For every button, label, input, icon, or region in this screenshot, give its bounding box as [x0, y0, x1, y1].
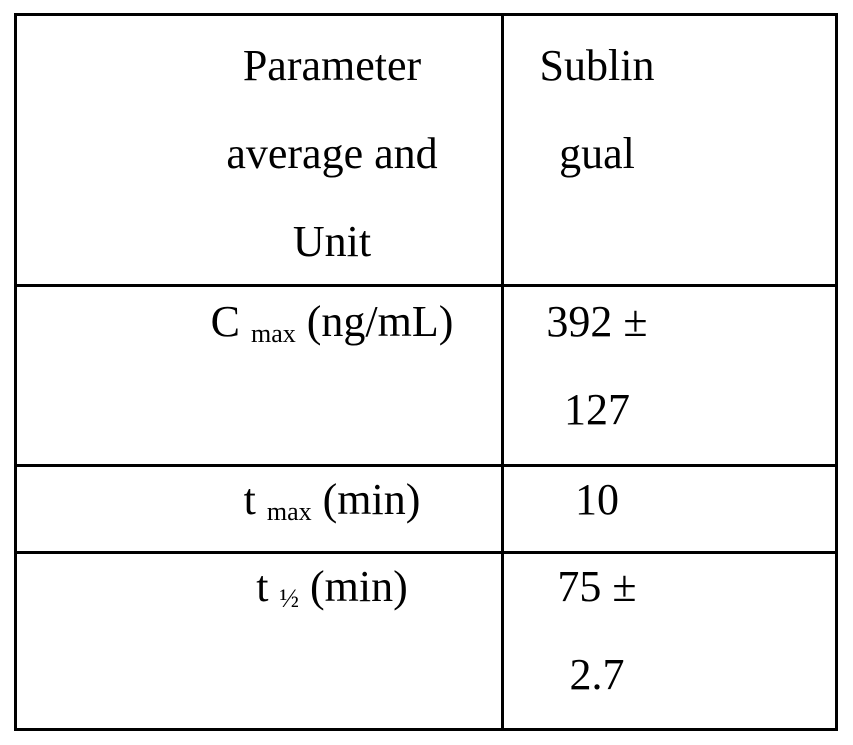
header-cell: Sublingual	[477, 22, 717, 198]
value-text: 10	[477, 456, 717, 544]
value-text: 75 ±	[477, 543, 717, 631]
value-text: 2.7	[477, 631, 717, 719]
parameter-subscript: max	[267, 497, 312, 526]
header-cell: Parameteraverage andUnit	[162, 22, 502, 286]
parameter-subscript: max	[251, 319, 296, 348]
value-text: 127	[477, 366, 717, 454]
parameter-cell: t ½ (min)	[162, 543, 502, 643]
value-text: 392 ±	[477, 278, 717, 366]
parameter-text: t max (min)	[162, 456, 502, 556]
header-text: Parameter	[162, 22, 502, 110]
parameter-text: C max (ng/mL)	[162, 278, 502, 378]
header-text: Unit	[162, 198, 502, 286]
parameter-subscript: ½	[279, 584, 299, 613]
table: Parameteraverage andUnitSublingualC max …	[14, 13, 838, 731]
value-cell: 75 ±2.7	[477, 543, 717, 719]
parameter-cell: t max (min)	[162, 456, 502, 556]
value-cell: 392 ±127	[477, 278, 717, 454]
parameter-text: t ½ (min)	[162, 543, 502, 643]
parameter-unit: (ng/mL)	[307, 297, 454, 346]
parameter-unit: (min)	[310, 562, 408, 611]
parameter-symbol: t	[256, 562, 268, 611]
parameter-symbol: t	[244, 475, 256, 524]
parameter-unit: (min)	[323, 475, 421, 524]
header-text: average and	[162, 110, 502, 198]
header-text: Sublin	[477, 22, 717, 110]
header-text: gual	[477, 110, 717, 198]
page: {"table": { "header": [["Parameter", "av…	[0, 0, 853, 745]
parameter-cell: C max (ng/mL)	[162, 278, 502, 378]
value-cell: 10	[477, 456, 717, 544]
parameter-symbol: C	[211, 297, 240, 346]
